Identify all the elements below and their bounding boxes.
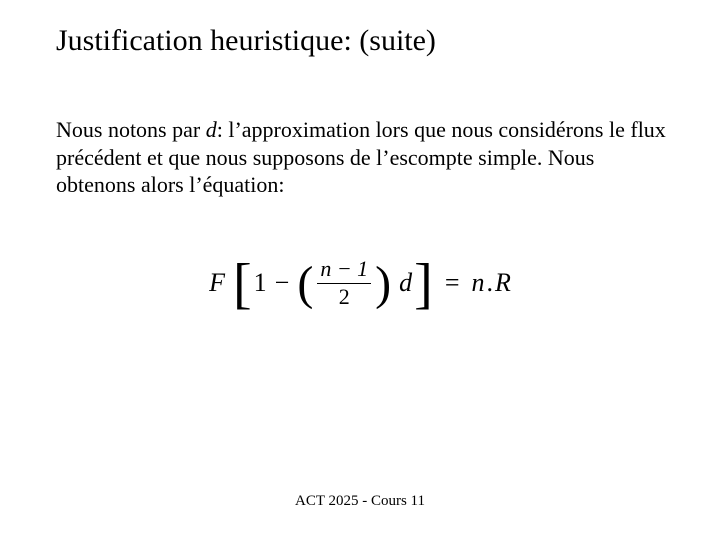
body-var-d: d — [206, 117, 217, 142]
eq-denominator: 2 — [336, 285, 353, 309]
body-part-1: Nous notons par — [56, 117, 206, 142]
body-text: Nous notons par d: l’approximation lors … — [56, 116, 666, 199]
eq-equals: = — [445, 268, 460, 298]
eq-lparen: ( — [297, 260, 313, 308]
slide-footer: ACT 2025 - Cours 11 — [0, 493, 720, 510]
eq-minus: − — [275, 268, 290, 298]
eq-d: d — [399, 268, 412, 298]
eq-lbracket: [ — [233, 256, 252, 312]
equation: F [ 1 − ( n − 1 2 ) d ] = n . R — [0, 255, 720, 311]
eq-one: 1 — [254, 268, 267, 298]
slide: Justification heuristique: (suite) Nous … — [0, 0, 720, 540]
eq-fraction: n − 1 2 — [317, 257, 371, 308]
slide-title: Justification heuristique: (suite) — [56, 24, 436, 58]
equation-inner: F [ 1 − ( n − 1 2 ) d ] = n . R — [209, 255, 511, 311]
eq-n: n — [471, 268, 484, 298]
eq-rbracket: ] — [414, 256, 433, 312]
eq-dot: . — [486, 268, 493, 298]
eq-rparen: ) — [375, 260, 391, 308]
eq-F: F — [209, 268, 225, 298]
eq-numerator: n − 1 — [317, 257, 371, 281]
eq-R: R — [495, 268, 511, 298]
